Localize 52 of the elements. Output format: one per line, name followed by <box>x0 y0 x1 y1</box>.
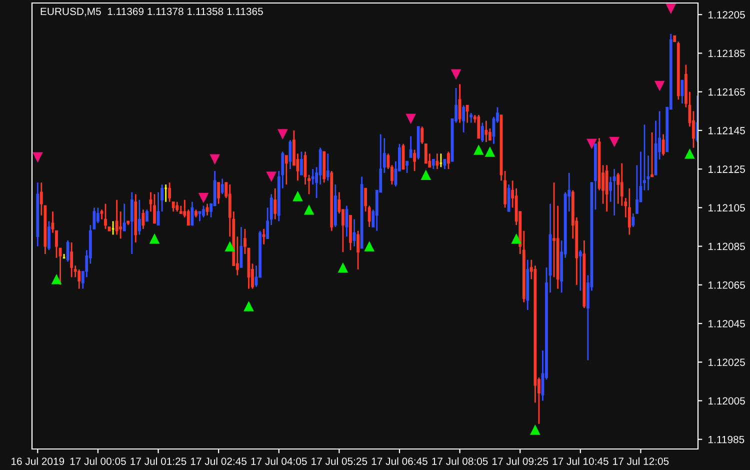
point <box>684 148 695 159</box>
y-tick-label: 1.12045 <box>708 320 745 328</box>
x-tick-label: 17 Jul 00:05 <box>70 457 126 465</box>
x-tick-label: 17 Jul 06:45 <box>372 457 428 465</box>
x-tick-label: 17 Jul 04:05 <box>251 457 307 465</box>
y-tick-label: 1.12105 <box>708 204 745 212</box>
candlestick <box>108 226 111 232</box>
point <box>364 241 374 252</box>
point <box>511 233 522 244</box>
candlestick <box>111 220 115 236</box>
point <box>292 190 303 202</box>
point <box>210 154 220 165</box>
x-tick-label: 17 Jul 02:45 <box>190 457 247 465</box>
point <box>586 138 597 150</box>
point <box>420 170 432 180</box>
point <box>473 144 484 155</box>
x-tick-label: 16 Jul 2019 <box>12 457 64 465</box>
x-tick-label: 17 Jul 10:45 <box>552 457 608 465</box>
y-tick-label: 1.12065 <box>708 281 745 289</box>
x-tick-label: 17 Jul 05:25 <box>312 457 368 465</box>
point <box>609 136 620 148</box>
point <box>484 146 496 157</box>
point <box>304 204 314 215</box>
point <box>198 192 209 204</box>
y-tick-label: 1.12205 <box>708 11 745 18</box>
y-tick-label: 1.12005 <box>708 397 745 405</box>
point <box>530 424 540 435</box>
x-tick-label: 17 Jul 12:05 <box>613 457 669 465</box>
y-tick-label: 1.12085 <box>708 242 745 250</box>
y-tick-label: 1.12185 <box>708 50 745 58</box>
y-tick-label: 1.11985 <box>708 436 744 444</box>
point <box>666 4 676 14</box>
point <box>338 262 348 273</box>
point <box>51 274 62 284</box>
y-tick-label: 1.12125 <box>708 166 745 173</box>
point <box>266 172 276 182</box>
y-tick-label: 1.12025 <box>708 358 745 366</box>
chart-title: EURUSD,M5 1.11369 1.11378 1.11358 1.11365 <box>40 8 263 16</box>
point <box>654 80 665 92</box>
point <box>224 241 236 252</box>
point <box>277 129 288 140</box>
y-tick-label: 1.12165 <box>708 88 745 96</box>
point <box>244 300 254 312</box>
x-tick-label: 17 Jul 08:05 <box>432 457 488 465</box>
x-tick-label: 17 Jul 01:25 <box>130 457 186 465</box>
point <box>149 233 160 244</box>
candlestick <box>439 152 443 168</box>
x-tick-label: 17 Jul 09:25 <box>492 457 548 465</box>
point <box>32 152 43 163</box>
point <box>406 114 416 124</box>
y-tick-label: 1.12145 <box>708 126 745 134</box>
point <box>450 69 462 80</box>
